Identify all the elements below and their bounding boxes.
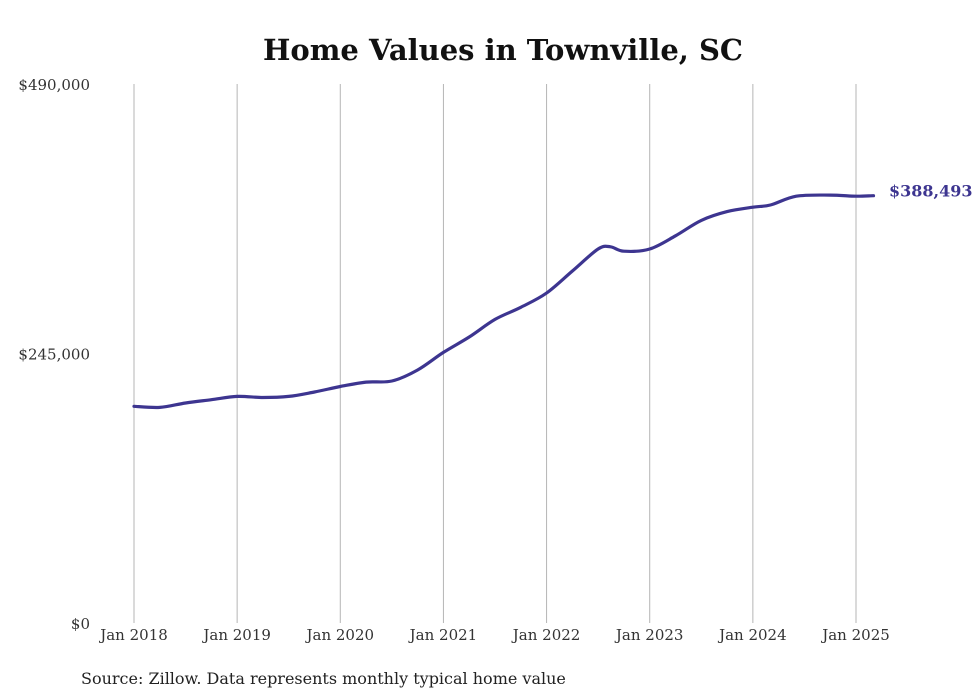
chart-title: Home Values in Townville, SC [263, 33, 743, 67]
x-tick-label: Jan 2023 [614, 626, 684, 644]
source-note: Source: Zillow. Data represents monthly … [81, 669, 566, 688]
y-tick-label: $0 [71, 615, 90, 633]
series-line-0 [132, 193, 876, 410]
y-axis-ticks: $0 $245,000 $490,000 [18, 76, 90, 633]
x-tick-label: Jan 2025 [820, 626, 890, 644]
gridlines [133, 84, 857, 623]
x-tick-label: Jan 2022 [511, 626, 581, 644]
series-layer [132, 193, 876, 410]
x-tick-label: Jan 2020 [305, 626, 375, 644]
x-tick-label: Jan 2024 [717, 626, 787, 644]
x-tick-label: Jan 2018 [98, 626, 168, 644]
x-tick-label: Jan 2019 [201, 626, 271, 644]
y-tick-label: $490,000 [18, 76, 90, 94]
x-tick-label: Jan 2021 [408, 626, 478, 644]
x-axis-ticks: Jan 2018 Jan 2019 Jan 2020 Jan 2021 Jan 2022… [98, 626, 890, 644]
end-value-label: $388,493 [889, 182, 973, 201]
y-tick-label: $245,000 [18, 346, 90, 364]
